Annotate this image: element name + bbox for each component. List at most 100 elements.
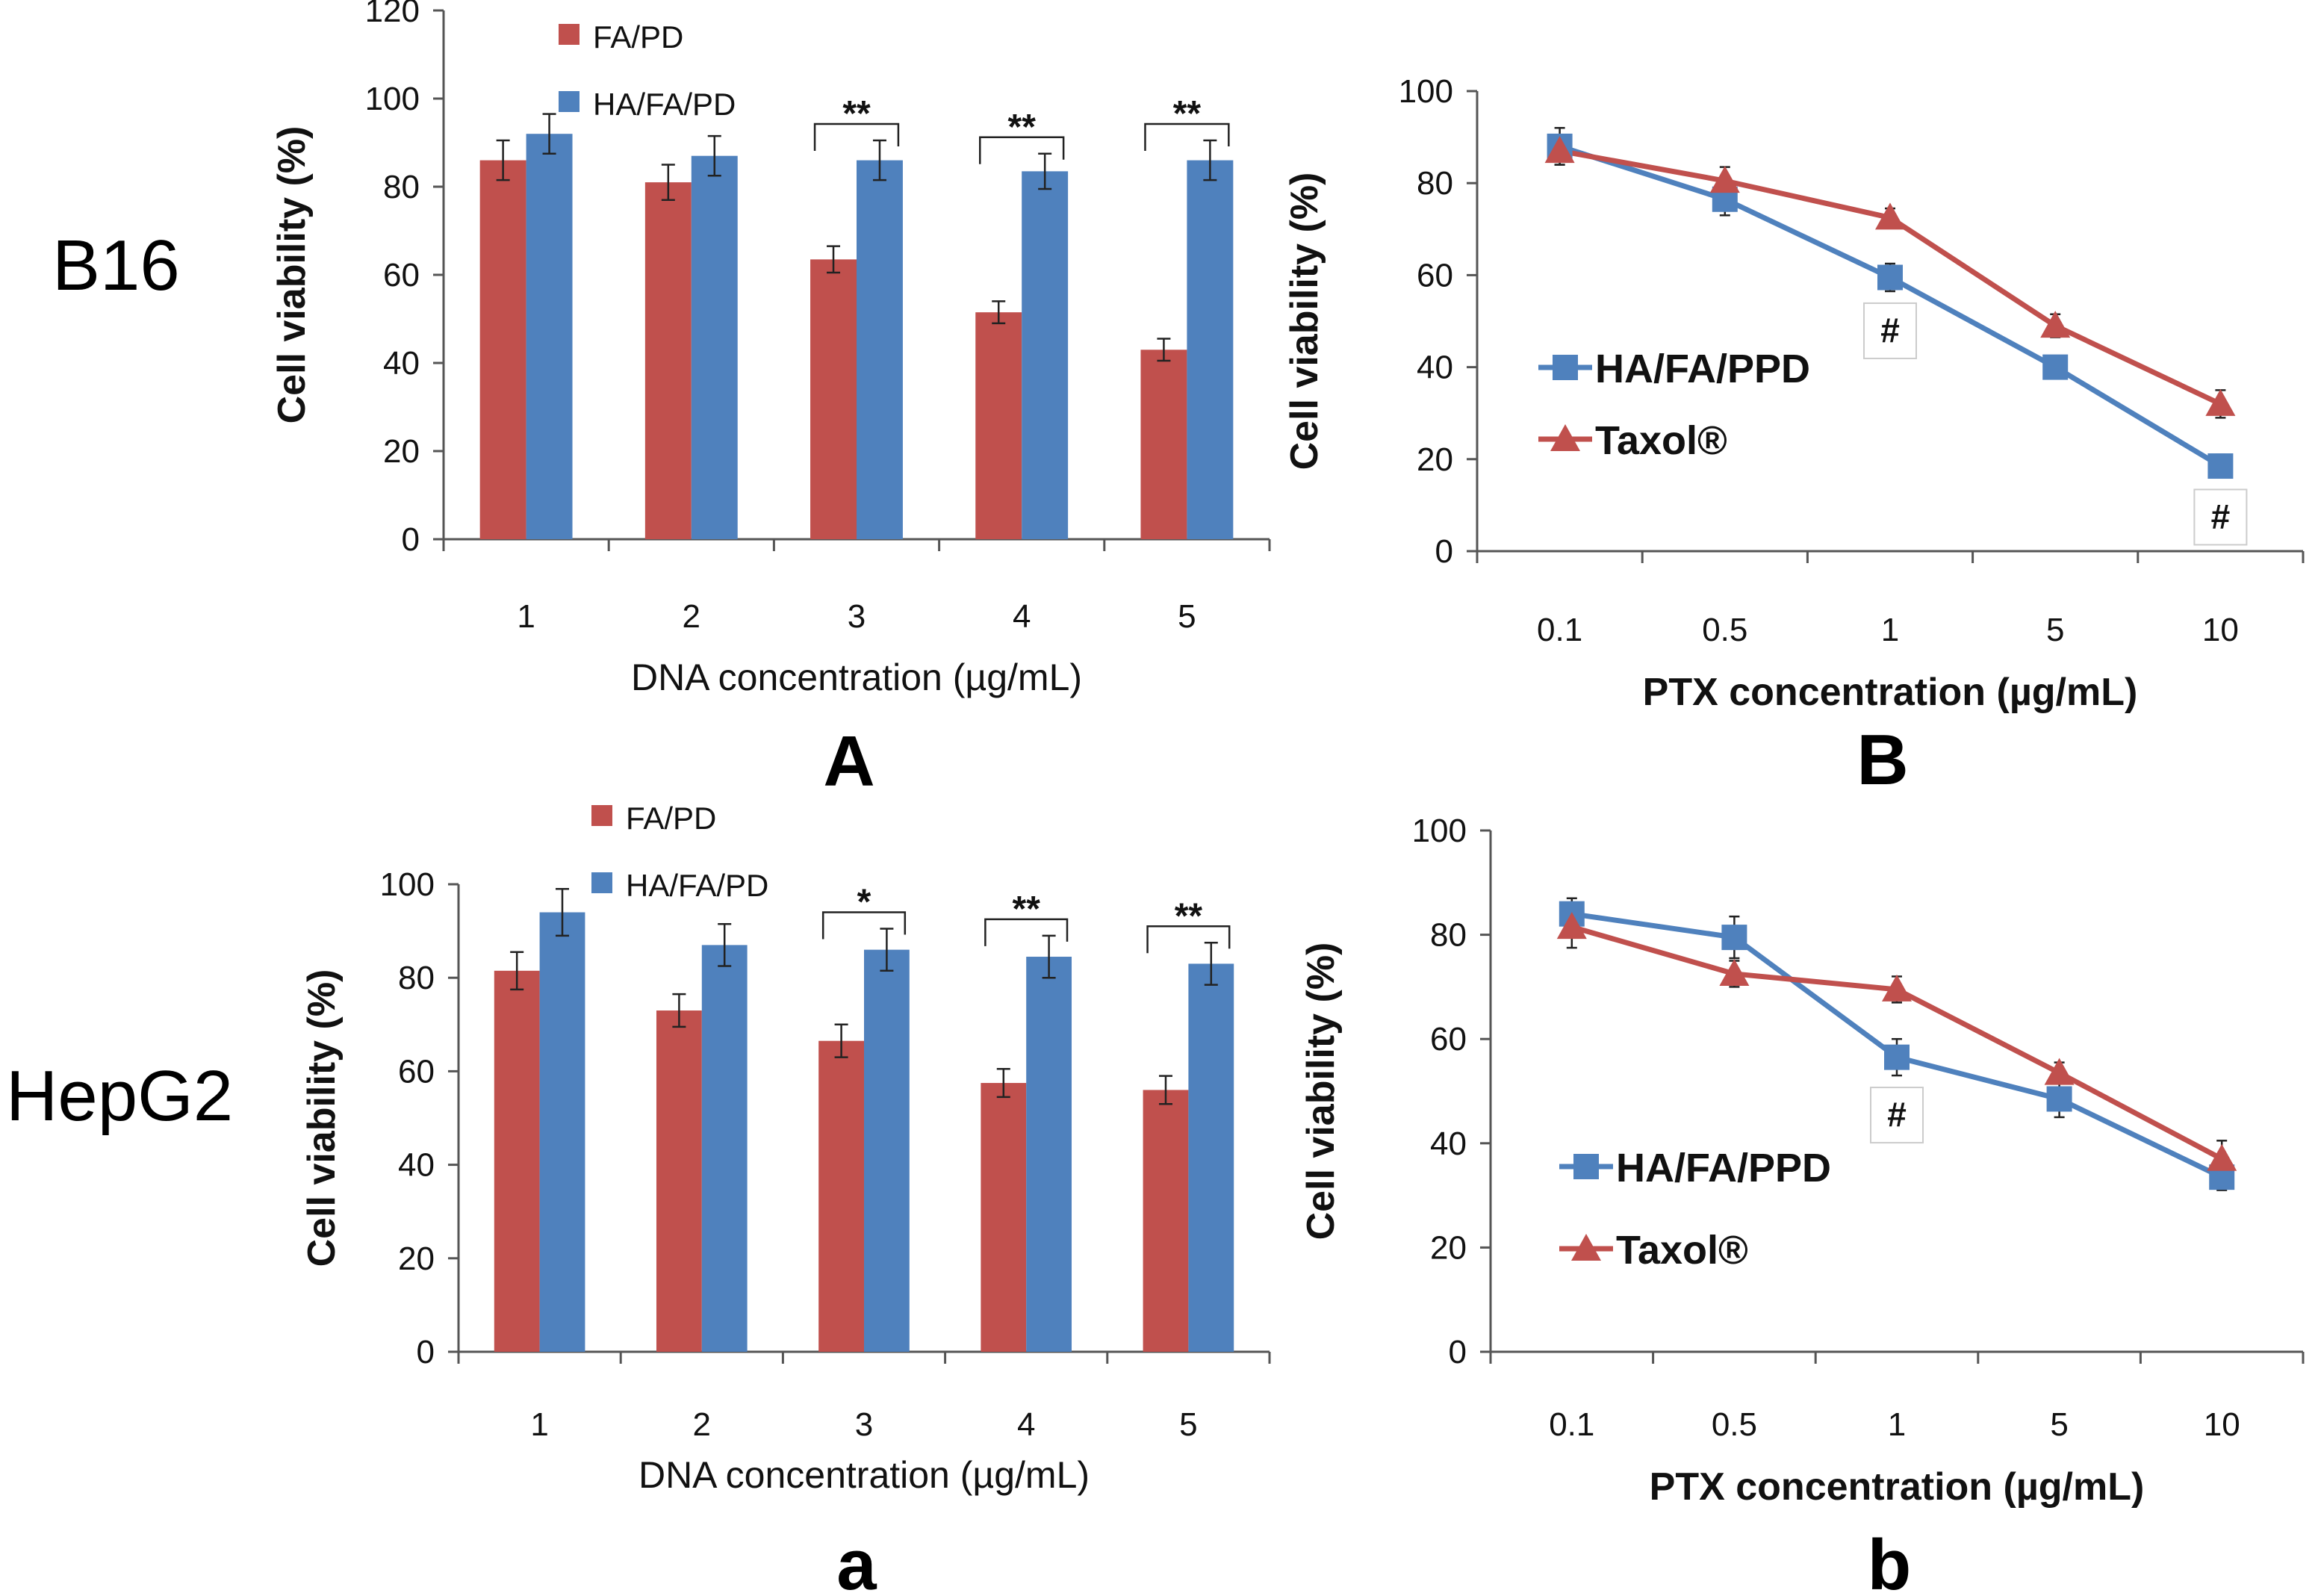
x-tick-label: 5 — [2046, 612, 2064, 648]
bar-ha-fa-pd — [691, 155, 738, 539]
marker-taxol — [2044, 1058, 2075, 1085]
marker-taxol — [1709, 166, 1740, 193]
y-axis-title: Cell viability (%) — [1299, 943, 1343, 1241]
y-tick-label: 20 — [383, 433, 420, 470]
x-axis-title: DNA concentration (µg/mL) — [631, 656, 1082, 698]
panel-a-bar-chart: 0 20 40 60 80 100 1 2 3 4 5 DNA concentration (µg/m… — [300, 801, 1271, 1596]
bar-fa-pd — [810, 259, 857, 539]
x-tick-label: 0.5 — [1702, 612, 1747, 648]
legend-marker-taxol — [1571, 1234, 1601, 1261]
x-tick-label: 0.5 — [1712, 1406, 1757, 1443]
legend-swatch-ha-fa-pd — [559, 91, 580, 112]
y-tick-label: 0 — [1449, 1334, 1467, 1370]
marker-ha-fa-ppd — [1721, 925, 1747, 951]
y-tick-label: 40 — [1417, 350, 1453, 386]
bar-ha-fa-pd — [1187, 160, 1234, 539]
x-tick-label: 1 — [1881, 612, 1899, 648]
annotation-box — [1870, 1087, 1924, 1144]
row-label-b16: B16 — [52, 226, 180, 305]
x-tick-label: 3 — [855, 1406, 873, 1443]
y-tick-label: 40 — [1430, 1125, 1467, 1162]
x-tick-label: 4 — [1017, 1406, 1035, 1443]
significance-bracket — [984, 918, 1069, 946]
y-tick-label: 20 — [1430, 1229, 1467, 1266]
significance-label: ** — [842, 94, 871, 134]
x-tick-label: 0.1 — [1537, 612, 1582, 648]
significance-bracket — [1144, 122, 1230, 152]
bar-ha-fa-pd — [701, 945, 748, 1352]
y-axis-title: Cell viability (%) — [300, 969, 344, 1267]
significance-label: ** — [1173, 94, 1202, 134]
y-tick-label: 40 — [398, 1147, 435, 1184]
bar-ha-fa-pd — [864, 949, 910, 1352]
x-axis-title: DNA concentration (µg/mL) — [638, 1454, 1090, 1496]
annotation-label: # — [1887, 1095, 1907, 1134]
marker-ha-fa-ppd — [2207, 453, 2234, 479]
marker-ha-fa-ppd — [1884, 1044, 1910, 1070]
marker-ha-fa-ppd — [1877, 264, 1903, 291]
panel-label: A — [823, 721, 874, 801]
panel-B-line-chart: 0 20 40 60 80 100 0.1 0.5 1 5 10 PTX concentration … — [1283, 73, 2305, 800]
marker-taxol — [1875, 202, 1905, 230]
y-tick-label: 80 — [1417, 165, 1453, 202]
x-tick-label: 4 — [1013, 598, 1031, 635]
x-tick-label: 1 — [530, 1406, 548, 1443]
panel-A-bar-chart: 0 20 40 60 80 100 120 1 2 3 4 5 DNA concentration (µ… — [270, 0, 1271, 801]
y-tick-label: 60 — [383, 257, 420, 294]
x-tick-label: 1 — [1888, 1406, 1906, 1443]
y-tick-label: 60 — [1430, 1021, 1467, 1058]
y-axis-title: Cell viability (%) — [1283, 173, 1326, 471]
bar-ha-fa-pd — [526, 134, 573, 539]
legend-label: FA/PD — [593, 19, 683, 55]
y-tick-label: 100 — [365, 81, 420, 117]
marker-taxol — [2040, 311, 2071, 338]
legend-label: HA/FA/PPD — [1616, 1146, 1831, 1190]
x-tick-label: 2 — [683, 598, 700, 635]
y-axis-title: Cell viability (%) — [270, 126, 314, 424]
bar-fa-pd — [975, 312, 1022, 539]
x-tick-label: 10 — [2202, 612, 2239, 648]
legend-marker-ha-fa-ppd — [1553, 355, 1578, 380]
y-tick-label: 80 — [1430, 917, 1467, 954]
bar-fa-pd — [494, 970, 540, 1352]
bar-ha-fa-pd — [857, 160, 903, 539]
y-tick-label: 40 — [383, 345, 420, 382]
x-tick-label: 3 — [848, 598, 866, 635]
y-tick-label: 100 — [1412, 813, 1467, 849]
x-tick-label: 2 — [693, 1406, 711, 1443]
panel-label: b — [1868, 1525, 1912, 1596]
x-tick-label: 10 — [2204, 1406, 2240, 1443]
significance-bracket — [821, 911, 907, 940]
y-tick-label: 20 — [398, 1241, 435, 1277]
x-tick-label: 5 — [1178, 598, 1196, 635]
marker-taxol — [1719, 958, 1750, 986]
bar-fa-pd — [479, 160, 526, 539]
marker-ha-fa-ppd — [2046, 1086, 2072, 1112]
bar-fa-pd — [981, 1083, 1027, 1352]
legend-marker-ha-fa-ppd — [1573, 1154, 1599, 1179]
y-tick-label: 60 — [1417, 257, 1453, 294]
panel-b-line-chart: 0 20 40 60 80 100 0.1 0.5 1 5 10 PTX concentration … — [1299, 813, 2305, 1596]
y-tick-label: 0 — [402, 521, 420, 558]
significance-bracket — [1146, 925, 1231, 954]
legend-marker-taxol — [1550, 424, 1580, 451]
annotation-label: # — [1880, 311, 1900, 350]
significance-label: ** — [1175, 896, 1203, 936]
legend-label: HA/FA/PD — [593, 87, 736, 122]
y-tick-label: 0 — [1435, 533, 1453, 570]
y-tick-label: 120 — [365, 0, 420, 29]
panel-label: B — [1856, 720, 1908, 800]
legend-label: Taxol® — [1595, 418, 1727, 463]
legend-label: FA/PD — [626, 801, 716, 836]
bar-ha-fa-pd — [539, 912, 585, 1352]
y-tick-label: 80 — [383, 169, 420, 205]
marker-taxol — [1882, 974, 1912, 1002]
significance-bracket — [979, 136, 1065, 164]
legend-swatch-ha-fa-pd — [591, 872, 612, 893]
x-tick-label: 1 — [517, 598, 535, 635]
marker-taxol — [2207, 1143, 2237, 1171]
legend-swatch-fa-pd — [591, 805, 612, 826]
y-tick-label: 100 — [1399, 73, 1453, 110]
bar-ha-fa-pd — [1026, 957, 1072, 1352]
y-tick-label: 80 — [398, 960, 435, 996]
